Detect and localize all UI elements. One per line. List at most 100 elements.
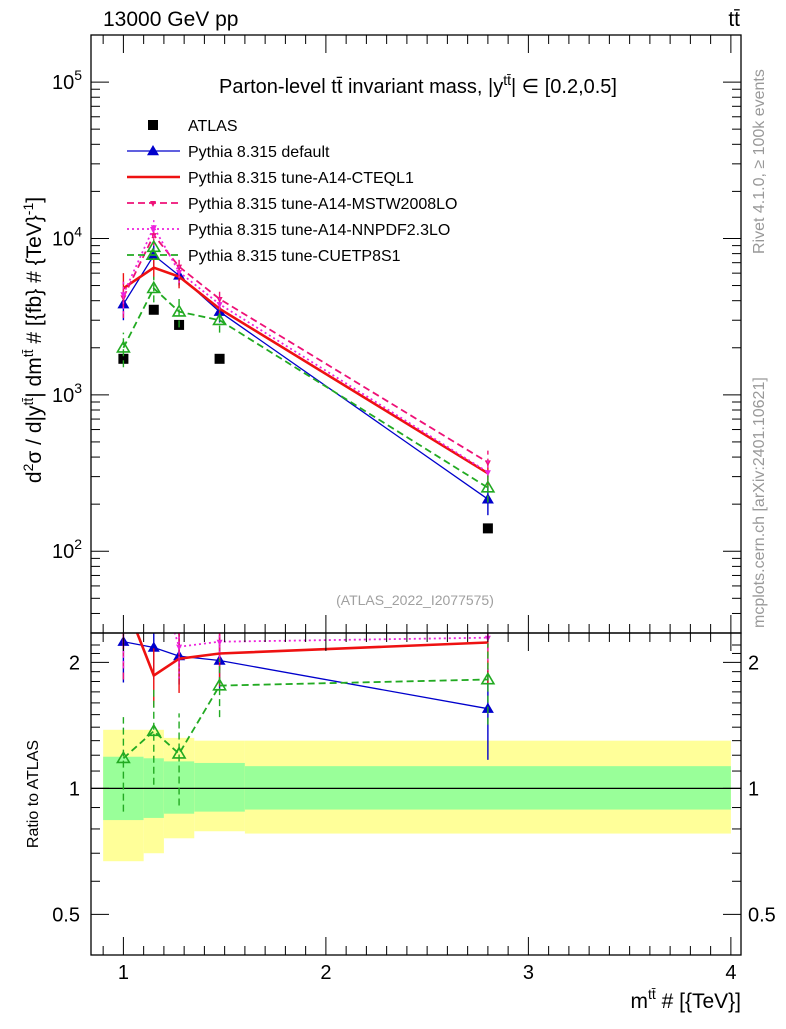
data-point <box>212 312 227 326</box>
ratio-ticks <box>91 633 741 956</box>
legend-entry: ATLAS <box>148 118 238 135</box>
legend-marker <box>147 145 159 156</box>
ratio-point <box>151 565 157 571</box>
ratio-point <box>171 746 187 759</box>
data-point <box>146 280 162 294</box>
legend-marker <box>145 247 161 261</box>
series-line <box>122 286 489 489</box>
data-point <box>214 353 225 364</box>
energy-label: 13000 GeV pp <box>103 8 238 31</box>
x-tick-label: 3 <box>523 962 534 984</box>
series-1 <box>117 245 494 516</box>
tick-label-base: 10 <box>52 228 74 250</box>
main-ticks <box>91 34 741 634</box>
ylabel-part-1: 2 <box>20 463 36 471</box>
tick-label-base: 10 <box>52 385 74 407</box>
data-point <box>120 292 127 299</box>
legend-label: Pythia 8.315 tune-CUETP8S1 <box>188 248 401 265</box>
band-inner <box>194 762 245 812</box>
series-0 <box>118 304 493 534</box>
ylabel-part-4: | dm <box>23 357 46 397</box>
ratio-point <box>147 641 160 652</box>
ratio-tick-labels: 0.5 0.5 1 1 2 2 1 2 3 4 <box>52 652 776 984</box>
ratio-point <box>177 633 181 637</box>
tick-label-exp: 5 <box>74 67 82 83</box>
data-point <box>116 340 131 353</box>
rivet-label: Rivet 4.1.0, ≥ 100k events <box>751 69 768 254</box>
ratio-point <box>212 677 227 691</box>
ratio-point <box>176 644 183 651</box>
data-point <box>171 304 187 317</box>
legend-marker <box>148 120 158 130</box>
series-line <box>122 254 489 500</box>
main-y-tick-label: 103 <box>52 380 82 407</box>
ratio-y-tick-label: 0.5 <box>52 904 80 926</box>
legend-label: Pythia 8.315 tune-A14-MSTW2008LO <box>188 196 457 213</box>
series-line <box>122 266 489 475</box>
data-point <box>482 523 493 534</box>
main-title-sup: tt̄ <box>503 72 511 88</box>
ratio-point <box>217 626 223 632</box>
ratio-y-axis-label: Ratio to ATLAS <box>25 740 42 848</box>
data-point <box>118 353 129 364</box>
main-y-tick-label: 102 <box>52 536 82 563</box>
tick-label-base: 10 <box>52 72 74 94</box>
xlabel-part-2: # [{TeV}] <box>656 990 741 1013</box>
main-title-text: Parton-level tt̄ invariant mass, |y <box>219 76 503 98</box>
ratio-frame <box>90 632 742 956</box>
data-point <box>480 480 496 493</box>
main-y-tick-label: 104 <box>52 223 82 250</box>
main-title-tail: | ∈ [0.2,0.5] <box>511 76 617 98</box>
tick-label-exp: 2 <box>74 536 82 552</box>
legend-marker <box>150 227 156 233</box>
legend-entry: Pythia 8.315 tune-A14-CTEQL1 <box>127 170 414 187</box>
xlabel-part-1: tt̄ <box>648 986 656 1002</box>
main-y-tick-label: 105 <box>52 67 82 94</box>
data-point <box>148 304 159 315</box>
legend-label: ATLAS <box>188 118 238 135</box>
ratio-point <box>480 671 496 685</box>
ratio-point <box>116 750 131 764</box>
ratio-y-tick-label-right: 0.5 <box>748 904 776 926</box>
ratio-y-tick-label-right: 1 <box>748 778 759 800</box>
source-label: mcplots.cern.ch [arXiv:2401.10621] <box>751 377 768 628</box>
ylabel-part-3: tt̄ <box>20 398 36 406</box>
series-2 <box>122 257 489 488</box>
ratio-bands <box>91 729 741 862</box>
series-5 <box>116 239 496 503</box>
x-axis-label: mtt̄ # [{TeV}] <box>630 986 741 1013</box>
ratio-series-3 <box>122 565 491 681</box>
process-label: tt̄ <box>728 8 740 31</box>
ratio-line <box>173 633 488 648</box>
legend-label: Pythia 8.315 default <box>188 144 330 161</box>
legend-label: Pythia 8.315 tune-A14-NNPDF2.3LO <box>188 222 450 239</box>
ratio-data <box>116 565 496 812</box>
series-4 <box>120 218 491 488</box>
xlabel-part-0: m <box>630 990 648 1013</box>
x-tick-label: 4 <box>725 962 736 984</box>
legend-marker <box>150 201 156 207</box>
legend-entry: Pythia 8.315 tune-A14-NNPDF2.3LO <box>127 222 450 239</box>
main-y-axis-label: d2σ / d|ytt̄| dmtt̄ # [{fb} # {TeV}-1] <box>20 197 46 483</box>
legend-entry: Pythia 8.315 default <box>127 144 330 161</box>
ratio-y-tick-label-right: 2 <box>748 652 759 674</box>
ylabel-part-2: σ / d|y <box>23 405 46 464</box>
ratio-point <box>485 610 491 616</box>
ratio-point <box>146 723 162 737</box>
ratio-line <box>123 641 489 710</box>
ratio-series-4 <box>116 643 496 812</box>
main-data <box>116 218 496 534</box>
data-point <box>484 460 491 467</box>
legend-entry: Pythia 8.315 tune-A14-MSTW2008LO <box>127 196 457 213</box>
analysis-watermark: (ATLAS_2022_I2077575) <box>336 592 494 608</box>
ylabel-part-5: tt̄ <box>20 349 36 357</box>
data-point <box>176 270 183 277</box>
series-line <box>122 233 489 464</box>
data-point <box>216 297 223 304</box>
ratio-panel: 0.5 0.5 1 1 2 2 1 2 3 4 Ratio to ATLAS mtt̄ # [{T… <box>25 565 776 1013</box>
tick-label-base: 10 <box>52 541 74 563</box>
ylabel-part-6: # [{fb} # {TeV} <box>23 215 46 349</box>
ylabel-part-7: -1 <box>20 203 36 216</box>
